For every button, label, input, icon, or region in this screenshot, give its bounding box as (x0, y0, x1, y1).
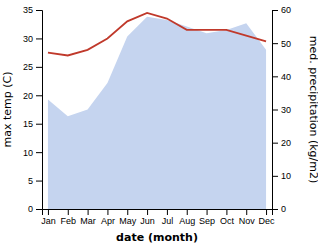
tick: Dec (259, 209, 276, 226)
tick-mark (147, 209, 148, 215)
tick-label: Apr (101, 216, 115, 226)
tick-label: Aug (179, 216, 195, 226)
tick-mark (36, 152, 42, 153)
tick-label: Nov (239, 216, 256, 226)
y-axis-title: max temp (C) (1, 71, 14, 147)
tick-mark (36, 67, 42, 68)
tick-mark (88, 209, 89, 215)
tick-label: 30 (281, 105, 291, 115)
tick-mark (207, 209, 208, 215)
tick: Aug (179, 209, 195, 226)
tick: 40 (272, 72, 291, 82)
tick-mark (127, 209, 128, 215)
tick: 35 (23, 5, 42, 15)
tick-label: 35 (23, 5, 33, 15)
x-axis-title: date (month) (116, 231, 198, 244)
tick: 10 (23, 148, 42, 158)
tick: 0 (28, 204, 42, 214)
y2-axis-line (273, 11, 279, 210)
tick: Sep (199, 209, 215, 226)
tick: Jul (162, 209, 174, 226)
tick-label: 50 (281, 39, 291, 49)
tick-label: 20 (23, 91, 33, 101)
tick: Oct (220, 209, 235, 226)
temperature-line (48, 13, 266, 56)
tick-mark (272, 10, 278, 11)
y-axis: 0 5 10 15 20 25 30 35 (23, 5, 43, 214)
tick-mark (266, 209, 267, 215)
tick: 30 (272, 105, 291, 115)
marks (48, 13, 266, 209)
tick-label: May (119, 216, 137, 226)
tick-label: Sep (199, 216, 215, 226)
tick-mark (272, 143, 278, 144)
tick-mark (167, 209, 168, 215)
y-axis-line (36, 11, 43, 210)
tick: 60 (272, 5, 291, 15)
tick-mark (36, 181, 42, 182)
tick-mark (272, 43, 278, 44)
tick: 20 (272, 138, 291, 148)
tick-label: 0 (281, 204, 286, 214)
tick: Jun (140, 209, 155, 226)
tick: 30 (23, 34, 42, 44)
precipitation-area (48, 17, 266, 209)
tick-label: 40 (281, 72, 291, 82)
tick-mark (36, 10, 42, 11)
tick: 10 (272, 171, 291, 181)
tick-mark (187, 209, 188, 215)
tick-label: Jan (41, 216, 56, 226)
tick: Apr (101, 209, 115, 226)
tick-label: 5 (28, 176, 33, 186)
tick-mark (36, 209, 42, 210)
tick-label: Dec (259, 216, 276, 226)
tick: Jan (41, 209, 56, 226)
tick-label: 25 (23, 62, 33, 72)
tick-mark (226, 209, 227, 215)
tick: 25 (23, 62, 42, 72)
tick-label: 30 (23, 34, 33, 44)
tick-label: 60 (281, 5, 291, 15)
tick-mark (48, 209, 49, 215)
tick-label: Feb (61, 216, 77, 226)
tick: 5 (28, 176, 42, 186)
tick-mark (68, 209, 69, 215)
tick-label: 10 (281, 171, 291, 181)
tick-label: Oct (220, 216, 235, 226)
tick: 0 (272, 204, 286, 214)
tick-mark (36, 95, 42, 96)
tick-label: 20 (281, 138, 291, 148)
chart: Jan FebMar Apr MayJun Jul Aug Sep Oct NovDec 0 5 10… (0, 0, 318, 247)
tick-label: Jun (140, 216, 155, 226)
tick-label: 15 (23, 119, 33, 129)
tick: Nov (239, 209, 256, 226)
tick-mark (36, 38, 42, 39)
tick-label: Jul (162, 216, 174, 226)
y2-axis-title: med. precipitation (kg/m2) (307, 36, 318, 184)
tick-label: 0 (28, 204, 33, 214)
plot-area: Jan FebMar Apr MayJun Jul Aug Sep Oct NovDec 0 5 10… (23, 5, 291, 226)
tick-mark (272, 209, 278, 210)
tick: 15 (23, 119, 42, 129)
x-axis: Jan FebMar Apr MayJun Jul Aug Sep Oct NovDec (41, 209, 275, 226)
x-axis-line (43, 210, 273, 216)
tick-label: 10 (23, 148, 33, 158)
tick-mark (272, 110, 278, 111)
tick-mark (272, 176, 278, 177)
tick: 20 (23, 91, 42, 101)
tick-mark (36, 124, 42, 125)
y2-axis: 0 10 20 30 40 50 60 (272, 5, 291, 214)
tick: May (119, 209, 137, 226)
tick-label: Mar (80, 216, 96, 226)
tick: Mar (80, 209, 96, 226)
tick-mark (107, 209, 108, 215)
tick: 50 (272, 39, 291, 49)
tick: Feb (61, 209, 77, 226)
tick-mark (246, 209, 247, 215)
tick-mark (272, 76, 278, 77)
